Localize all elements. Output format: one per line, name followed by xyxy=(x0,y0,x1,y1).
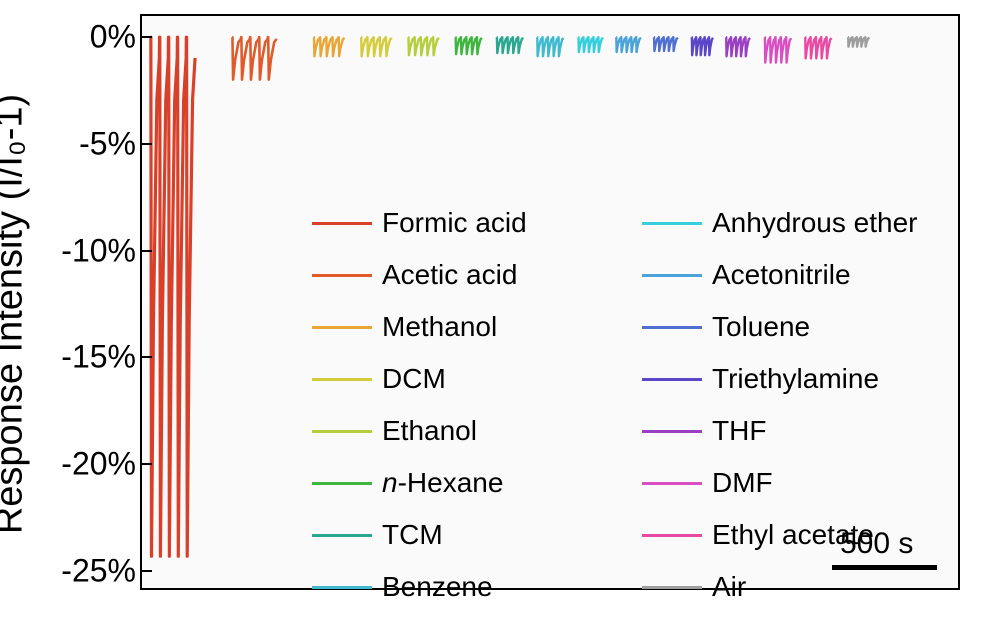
legend-item: DMF xyxy=(642,457,917,509)
series-trace xyxy=(848,37,869,47)
legend-swatch xyxy=(312,534,372,537)
legend-swatch xyxy=(312,378,372,381)
legend-label: DMF xyxy=(712,467,773,499)
legend-swatch xyxy=(642,430,702,433)
legend-label: Methanol xyxy=(382,311,497,343)
ytick-label: -10% xyxy=(61,232,136,269)
legend-item: Toluene xyxy=(642,301,917,353)
ytick-label: -5% xyxy=(79,126,136,163)
ytick-label: -25% xyxy=(61,552,136,589)
legend-item: Anhydrous ether xyxy=(642,197,917,249)
series-trace xyxy=(497,37,524,53)
legend-swatch xyxy=(312,586,372,589)
series-trace xyxy=(616,37,641,52)
legend-item: Acetonitrile xyxy=(642,249,917,301)
legend-swatch xyxy=(642,326,702,329)
ytick-mark xyxy=(140,143,152,145)
legend-swatch xyxy=(312,222,372,225)
legend: Formic acid Acetic acid Methanol DCM Ethanol… xyxy=(312,197,917,613)
legend-item: DCM xyxy=(312,353,642,405)
legend-item: n-Hexane xyxy=(312,457,642,509)
series-trace xyxy=(361,37,392,56)
legend-label: THF xyxy=(712,415,766,447)
series-trace xyxy=(726,37,750,56)
plot-area: Formic acid Acetic acid Methanol DCM Ethanol… xyxy=(140,14,960,590)
series-trace xyxy=(805,37,832,58)
legend-label: DCM xyxy=(382,363,446,395)
legend-label: Acetic acid xyxy=(382,259,517,291)
series-trace xyxy=(692,37,713,55)
legend-label: Benzene xyxy=(382,571,493,603)
legend-item: TCM xyxy=(312,509,642,561)
legend-label: Triethylamine xyxy=(712,363,879,395)
legend-label: Formic acid xyxy=(382,207,527,239)
legend-swatch xyxy=(642,378,702,381)
legend-item: THF xyxy=(642,405,917,457)
figure-root: Response Intensity (I/I₀-1) Formic acid A… xyxy=(0,0,1000,629)
ytick-label: -15% xyxy=(61,339,136,376)
legend-swatch xyxy=(642,222,702,225)
legend-swatch xyxy=(642,274,702,277)
ytick-mark xyxy=(140,463,152,465)
ytick-mark xyxy=(140,36,152,38)
ytick-mark xyxy=(140,250,152,252)
series-trace xyxy=(314,37,345,56)
legend-item: Triethylamine xyxy=(642,353,917,405)
scale-bar xyxy=(832,565,937,570)
series-trace xyxy=(654,37,678,51)
legend-swatch xyxy=(642,534,702,537)
series-trace xyxy=(537,37,564,56)
legend-label: Air xyxy=(712,571,746,603)
legend-item: Methanol xyxy=(312,301,642,353)
series-trace xyxy=(408,37,439,55)
ytick-label: -20% xyxy=(61,446,136,483)
legend-swatch xyxy=(642,482,702,485)
series-trace xyxy=(765,37,792,62)
legend-swatch xyxy=(312,326,372,329)
legend-item: Ethanol xyxy=(312,405,642,457)
legend-swatch xyxy=(312,430,372,433)
ytick-mark xyxy=(140,570,152,572)
legend-label: TCM xyxy=(382,519,443,551)
series-trace xyxy=(232,37,276,79)
legend-label: n-Hexane xyxy=(382,467,503,499)
series-trace xyxy=(578,37,603,52)
legend-label: Anhydrous ether xyxy=(712,207,917,239)
legend-item: Formic acid xyxy=(312,197,642,249)
ytick-mark xyxy=(140,356,152,358)
legend-swatch xyxy=(312,274,372,277)
scale-bar-label: 500 s xyxy=(840,527,913,561)
legend-swatch xyxy=(312,482,372,485)
legend-label: Toluene xyxy=(712,311,810,343)
legend-swatch xyxy=(642,586,702,589)
legend-label: Acetonitrile xyxy=(712,259,851,291)
series-trace xyxy=(456,37,483,54)
legend-label: Ethanol xyxy=(382,415,477,447)
y-axis-label: Response Intensity (I/I₀-1) xyxy=(0,94,32,534)
series-trace xyxy=(151,37,195,556)
ytick-label: 0% xyxy=(90,19,136,56)
legend-item: Acetic acid xyxy=(312,249,642,301)
legend-item: Benzene xyxy=(312,561,642,613)
